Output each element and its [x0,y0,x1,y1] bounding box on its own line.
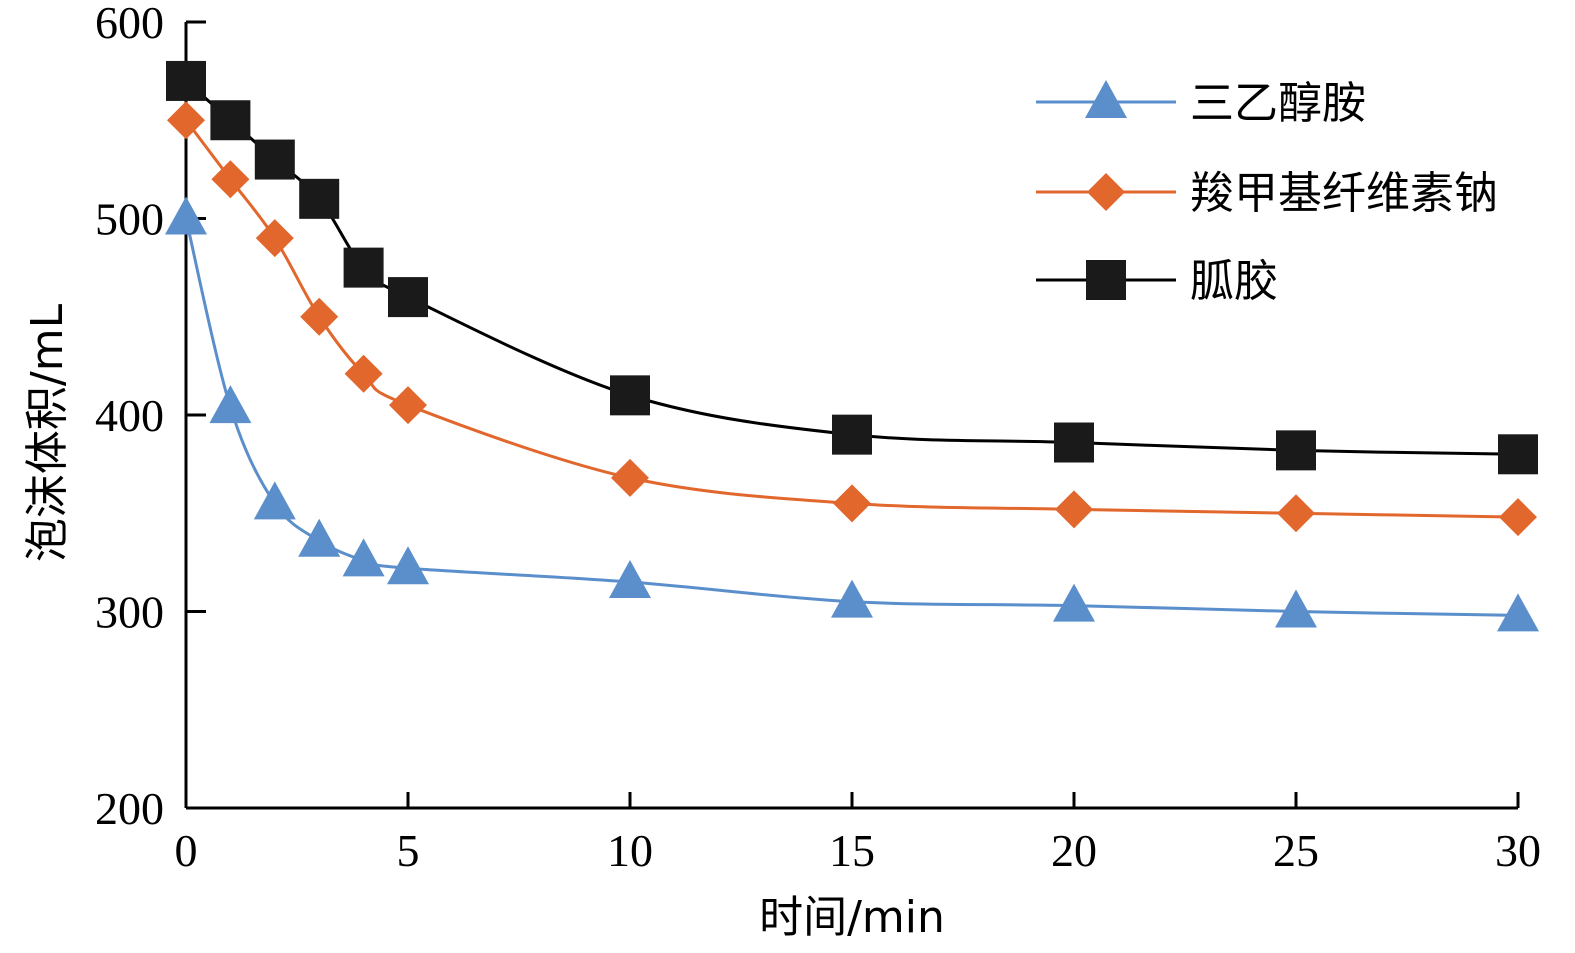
x-tick-label: 5 [397,825,420,876]
data-point-triangle [609,560,651,599]
data-point-diamond [255,219,294,258]
data-point-diamond [1499,498,1537,537]
data-point-triangle [1497,593,1539,632]
y-axis-title: 泡沫体积/mL [22,303,73,562]
y-tick-label: 400 [95,390,164,441]
data-point-diamond [167,101,205,140]
data-point-diamond [1277,494,1315,533]
legend-label: 三乙醇胺 [1190,78,1366,129]
series-layer [165,60,1539,632]
data-point-diamond [344,354,383,393]
series-diamond [167,101,1537,537]
x-tick-label: 20 [1051,825,1097,876]
series-line [185,79,1519,456]
data-point-square [254,139,295,180]
data-point-triangle [165,196,207,235]
data-point-triangle [1053,583,1095,622]
data-point-diamond [389,386,427,425]
y-tick-label: 500 [95,194,164,245]
data-point-square [210,100,251,141]
data-point-triangle [1275,589,1317,628]
data-point-square [832,414,872,455]
data-point-triangle [387,546,429,585]
x-tick-label: 25 [1273,825,1319,876]
data-point-triangle [342,538,385,577]
data-point-square [610,375,650,416]
data-point-square [1498,434,1538,475]
y-tick-label: 300 [95,587,164,638]
data-point-triangle [831,579,873,618]
data-point-square [1054,422,1094,463]
legend-marker-square [1086,260,1126,300]
x-tick-label: 15 [829,825,875,876]
x-axis-title: 时间/min [759,892,945,943]
data-point-diamond [833,484,871,523]
ticks: 200 300 400 500 600 0 5 10 15 20 25 30 [95,0,1541,876]
data-point-square [343,247,384,288]
y-tick-label: 200 [95,783,164,834]
data-point-triangle [298,518,341,557]
legend-label: 胍胶 [1190,256,1278,307]
legend-marker-triangle [1085,80,1127,118]
series-triangle [165,196,1539,632]
data-point-diamond [300,297,339,336]
data-point-square [299,178,340,219]
data-point-triangle [209,385,252,424]
data-point-diamond [611,458,649,497]
data-point-triangle [253,481,296,520]
data-point-square [166,60,206,101]
data-point-square [388,277,428,318]
data-point-square [1276,430,1316,471]
series-line [184,218,1519,617]
x-tick-label: 0 [175,825,198,876]
legend-marker-diamond [1087,173,1125,211]
x-tick-label: 10 [607,825,653,876]
data-point-diamond [211,160,250,199]
data-point-diamond [1055,490,1093,529]
y-tick-label: 600 [95,0,164,48]
x-tick-label: 30 [1495,825,1541,876]
legend-label: 羧甲基纤维素钠 [1190,168,1498,219]
series-square [166,60,1538,475]
